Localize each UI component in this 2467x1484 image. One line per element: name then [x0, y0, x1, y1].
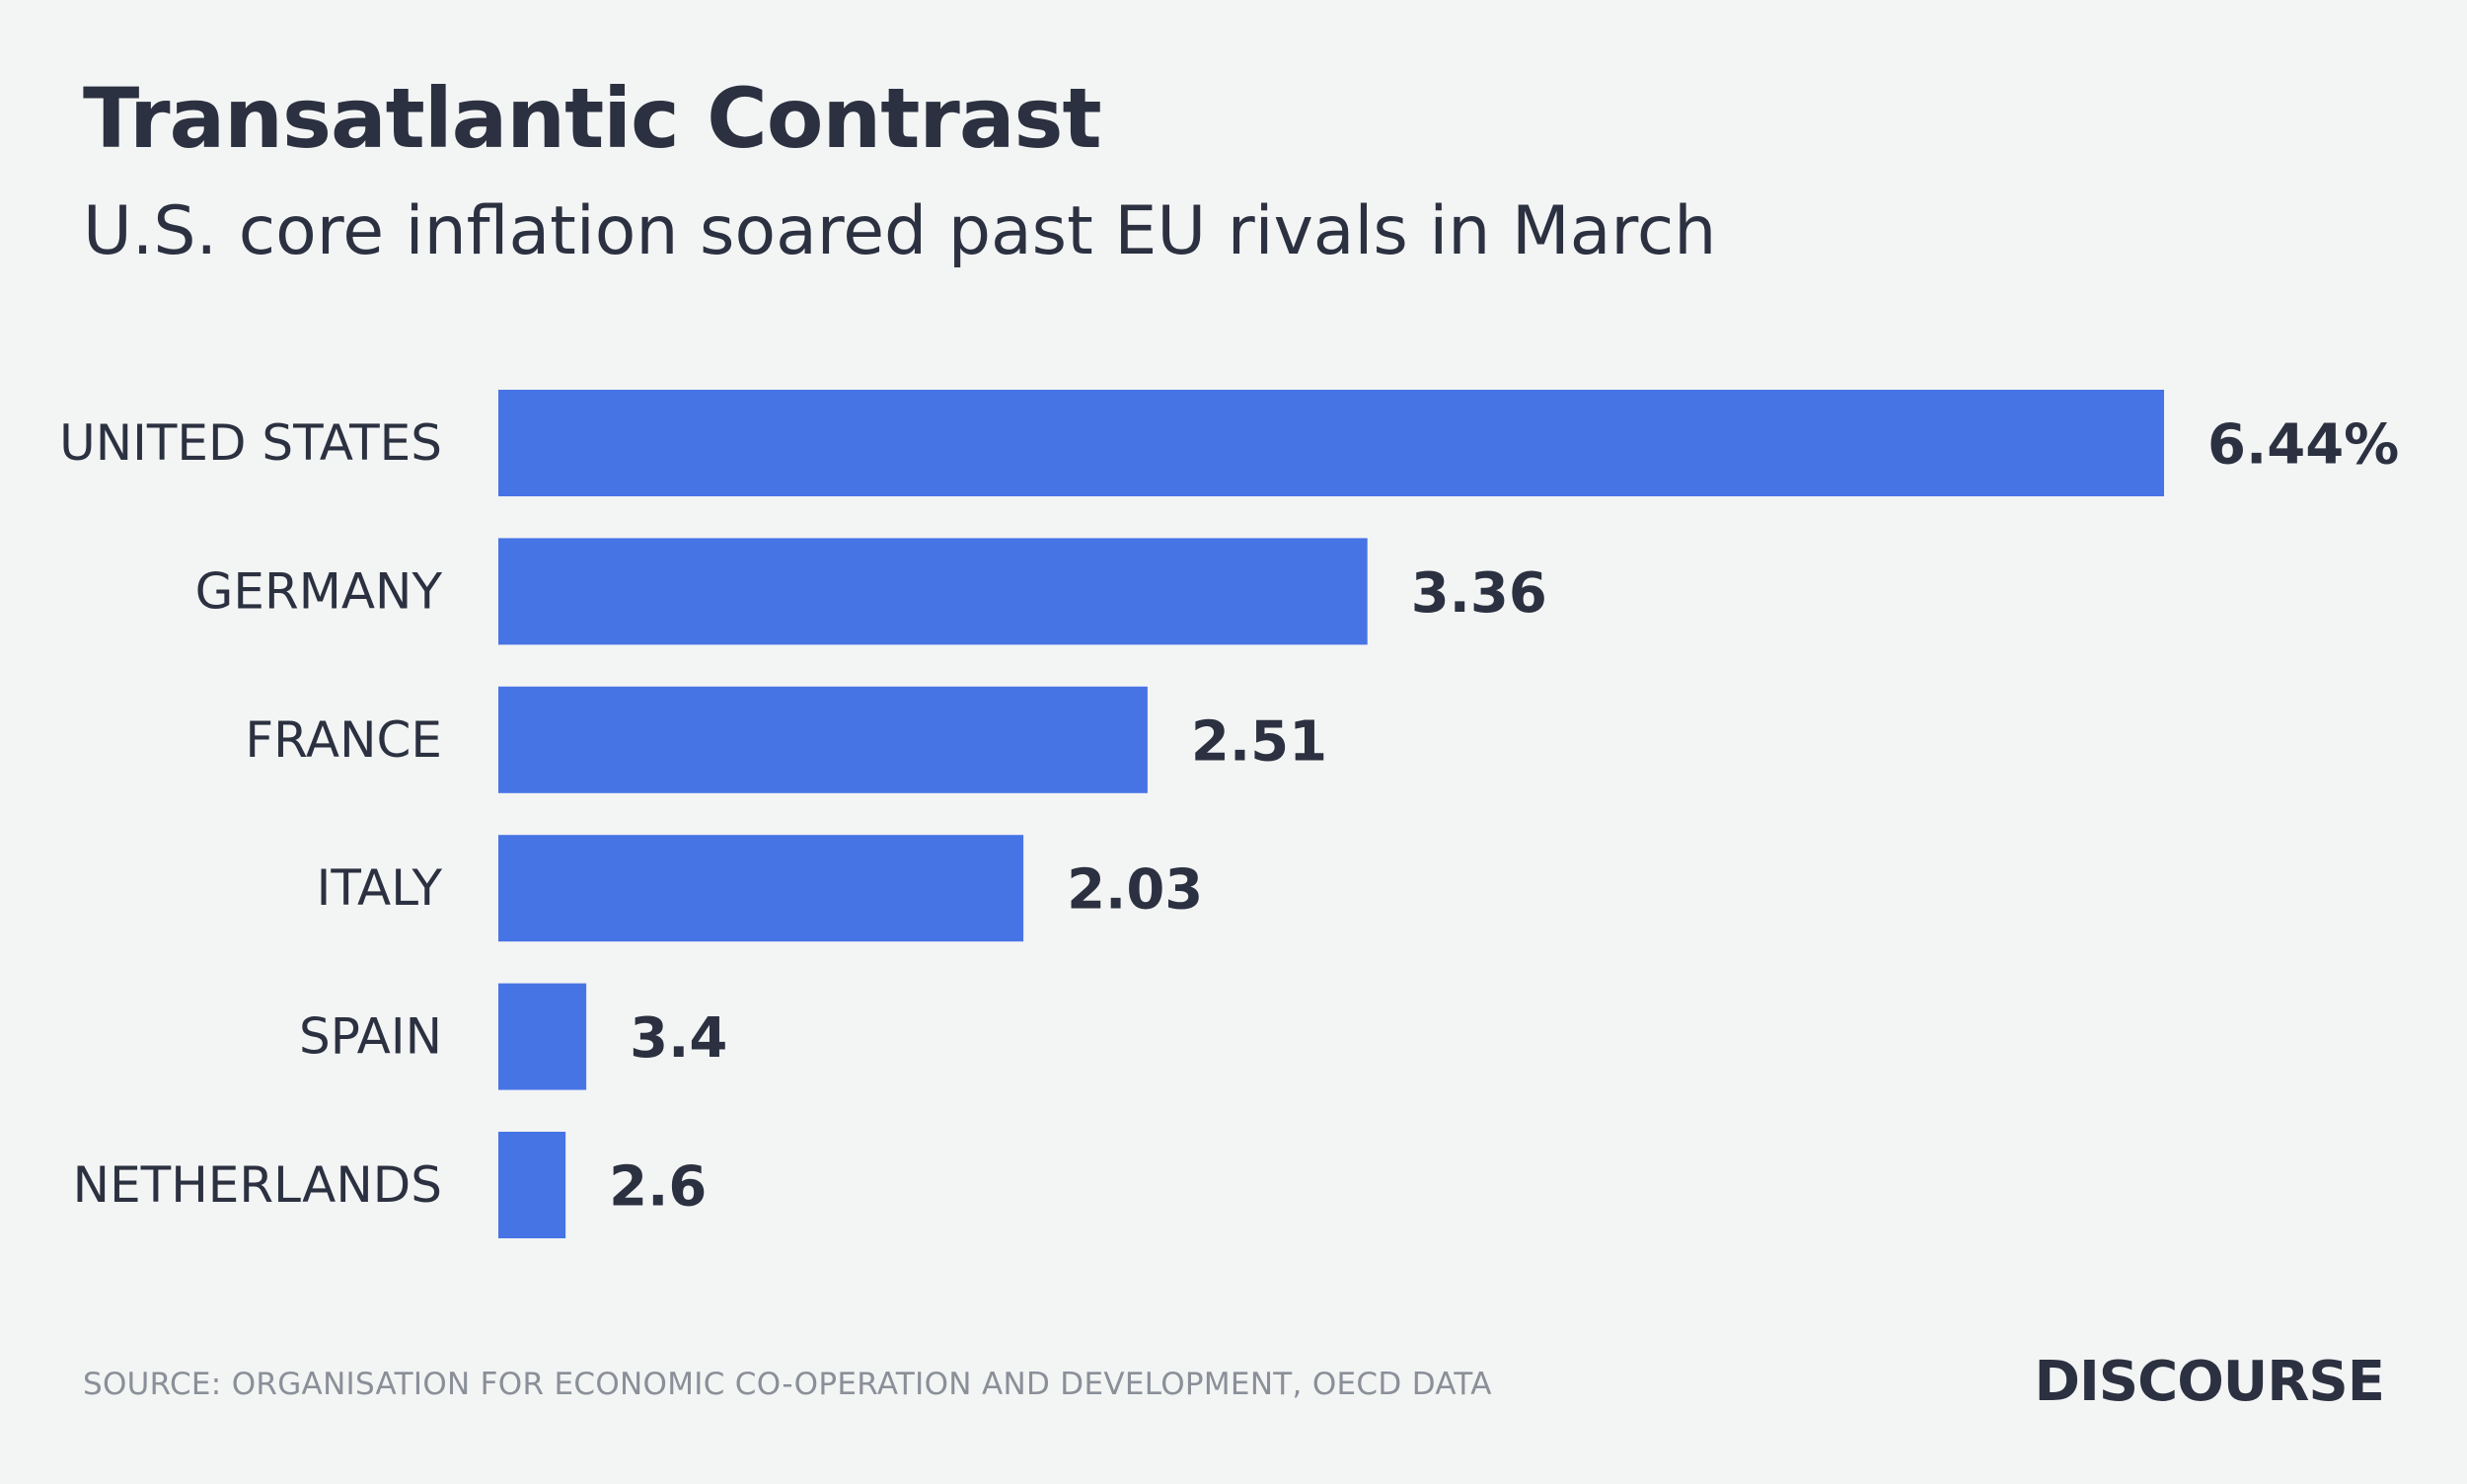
bar — [498, 983, 587, 1090]
value-label: 2.51 — [1191, 709, 1327, 774]
category-label: UNITED STATES — [59, 414, 442, 472]
value-label: 2.03 — [1067, 858, 1203, 923]
bar — [498, 835, 1024, 942]
bar-chart: UNITED STATES 6.44% GERMANY 3.36 FRANCE 2.51 I… — [59, 390, 2399, 1238]
category-label: SPAIN — [299, 1008, 442, 1066]
brand-logo: DISCOURSE — [2034, 1350, 2385, 1414]
chart-subtitle: U.S. core inflation soared past EU rival… — [83, 192, 1717, 270]
chart-title: Transatlantic Contrast — [83, 70, 1102, 167]
source-note: SOURCE: ORGANISATION FOR ECONOMIC CO-OPE… — [83, 1367, 1492, 1402]
bar — [498, 538, 1368, 645]
category-label: GERMANY — [195, 562, 443, 620]
value-label: 2.6 — [609, 1155, 707, 1220]
value-label: 3.36 — [1411, 561, 1547, 626]
bar — [498, 390, 2164, 496]
value-label: 6.44% — [2207, 413, 2399, 478]
category-label: NETHERLANDS — [73, 1156, 442, 1214]
bar — [498, 1132, 566, 1238]
bar — [498, 686, 1148, 793]
value-label: 3.4 — [630, 1006, 727, 1071]
category-label: FRANCE — [245, 711, 442, 769]
category-label: ITALY — [317, 859, 443, 917]
